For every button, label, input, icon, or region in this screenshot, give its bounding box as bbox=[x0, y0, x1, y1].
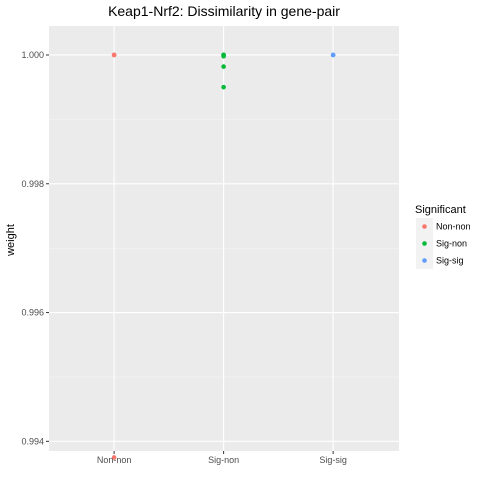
y-tick-label: 1.000 bbox=[21, 50, 44, 60]
data-point bbox=[111, 455, 117, 460]
legend-swatch bbox=[422, 258, 427, 263]
x-tick-label: Sig-non bbox=[208, 455, 239, 465]
y-tick-label: 0.994 bbox=[21, 436, 44, 446]
y-tick-label: 0.998 bbox=[21, 179, 44, 189]
legend-label: Sig-non bbox=[436, 239, 467, 249]
x-tick-label: Sig-sig bbox=[319, 455, 347, 465]
y-axis-title: weight bbox=[5, 224, 17, 257]
x-axis-ticks: Non-non Sig-non Sig-sig bbox=[97, 451, 347, 465]
data-point bbox=[221, 64, 226, 69]
legend-items: Non-non Sig-non Sig-sig bbox=[416, 218, 471, 269]
data-point bbox=[330, 52, 336, 58]
y-tick-label: 0.996 bbox=[21, 308, 44, 318]
y-axis-ticks: 0.994 0.996 0.998 1.000 bbox=[21, 50, 49, 446]
chart-title: Keap1-Nrf2: Dissimilarity in gene-pair bbox=[108, 3, 340, 19]
data-points bbox=[111, 52, 336, 460]
data-point bbox=[221, 53, 226, 59]
legend-swatch bbox=[422, 241, 427, 246]
legend-swatch bbox=[422, 224, 427, 229]
data-point bbox=[221, 84, 226, 90]
major-grid bbox=[49, 26, 399, 451]
legend-title: Significant bbox=[415, 204, 466, 216]
legend: Significant Non-non Sig-non Sig-sig bbox=[415, 204, 471, 269]
legend-label: Non-non bbox=[436, 222, 471, 232]
data-point bbox=[111, 52, 117, 58]
x-tick-label: Non-non bbox=[97, 455, 132, 465]
legend-label: Sig-sig bbox=[436, 256, 464, 266]
